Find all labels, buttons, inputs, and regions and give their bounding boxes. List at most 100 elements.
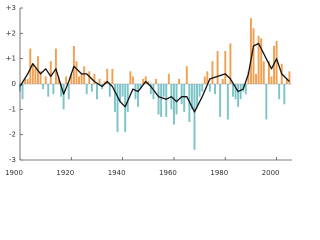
- bar: [270, 76, 273, 84]
- bar: [126, 84, 129, 112]
- bar: [262, 61, 265, 84]
- bar: [78, 76, 80, 84]
- bar: [57, 76, 60, 84]
- bar: [152, 84, 155, 100]
- bar: [260, 38, 263, 84]
- bar: [29, 48, 32, 84]
- bar: [216, 51, 219, 84]
- bar: [147, 81, 150, 84]
- bar: [103, 81, 106, 84]
- chart: +3 +2 +1 0 -1 -2 -3 1900 1920 1940 1960 1980 2000: [5, 4, 292, 177]
- bar: [285, 78, 288, 84]
- bar: [49, 61, 52, 84]
- x-tick-label: 1900: [5, 169, 23, 177]
- bar: [252, 28, 255, 84]
- y-tick-label: -1: [9, 105, 16, 113]
- bar: [175, 84, 178, 115]
- y-tick-label: +2: [6, 29, 16, 37]
- bar: [214, 84, 216, 95]
- bar: [106, 68, 109, 84]
- bar: [88, 71, 91, 84]
- bar: [113, 84, 116, 112]
- bar: [226, 84, 229, 120]
- bar: [162, 84, 165, 97]
- bar: [54, 48, 57, 84]
- x-tick-label: 1980: [210, 169, 228, 177]
- smoothed-line: [19, 42, 290, 113]
- bar: [52, 84, 55, 95]
- bar: [96, 84, 98, 100]
- bar: [47, 84, 50, 97]
- bar: [211, 61, 214, 84]
- bar: [249, 18, 252, 85]
- bar: [75, 61, 78, 84]
- bar: [116, 84, 119, 133]
- bar: [193, 84, 196, 150]
- bar: [165, 84, 168, 117]
- bar: [167, 73, 170, 84]
- bar: [72, 46, 75, 84]
- bar: [24, 78, 27, 84]
- bar: [206, 71, 209, 84]
- bar: [203, 76, 206, 84]
- bar: [157, 84, 160, 115]
- bar: [137, 84, 139, 107]
- bar: [232, 84, 234, 97]
- bar: [139, 84, 142, 90]
- bar: [219, 84, 222, 117]
- x-tick-label: 1940: [108, 169, 126, 177]
- bar: [201, 84, 204, 92]
- bar: [283, 84, 286, 105]
- bar: [83, 66, 86, 84]
- bar: [70, 73, 73, 84]
- y-tick-label: +3: [6, 4, 16, 12]
- bar: [224, 51, 227, 84]
- bar: [144, 76, 147, 84]
- bar: [67, 84, 70, 100]
- bar: [239, 84, 242, 100]
- bar: [196, 84, 199, 107]
- bar: [131, 76, 134, 84]
- bar: [90, 84, 93, 92]
- bar: [149, 84, 152, 95]
- bar: [267, 61, 270, 84]
- bar: [134, 84, 137, 100]
- bar: [221, 78, 224, 84]
- bar: [178, 78, 181, 84]
- bar: [42, 84, 45, 90]
- bar: [65, 76, 68, 84]
- bar: [180, 84, 183, 105]
- bar: [183, 84, 186, 112]
- y-tick-label: 0: [12, 80, 16, 88]
- bar: [93, 73, 96, 84]
- x-tick-label: 1920: [56, 169, 74, 177]
- y-tick-label: +1: [6, 55, 16, 63]
- bar: [229, 43, 232, 84]
- bar: [39, 71, 42, 84]
- bar: [173, 84, 175, 125]
- bar: [111, 68, 114, 84]
- bar: [124, 84, 127, 133]
- bar: [190, 84, 193, 110]
- bar: [255, 73, 258, 84]
- bar: [129, 71, 132, 84]
- bar: [247, 71, 250, 84]
- bar: [278, 84, 281, 100]
- bar: [62, 84, 65, 110]
- bar: [85, 84, 88, 95]
- bar: [21, 84, 24, 100]
- bar: [288, 71, 291, 84]
- bar: [80, 73, 83, 84]
- bar: [185, 66, 188, 84]
- page: {"chart_data": {"type": "bar", "x": [190…: [5, 4, 292, 177]
- bar: [31, 63, 34, 84]
- bar: [265, 84, 268, 120]
- bar: [198, 84, 201, 97]
- bar: [34, 68, 37, 84]
- bar: [98, 78, 101, 84]
- bar: [275, 40, 278, 84]
- bar: [26, 78, 29, 84]
- bar: [237, 84, 240, 107]
- x-tick-label: 2000: [262, 169, 280, 177]
- x-tick-label: 1960: [159, 169, 177, 177]
